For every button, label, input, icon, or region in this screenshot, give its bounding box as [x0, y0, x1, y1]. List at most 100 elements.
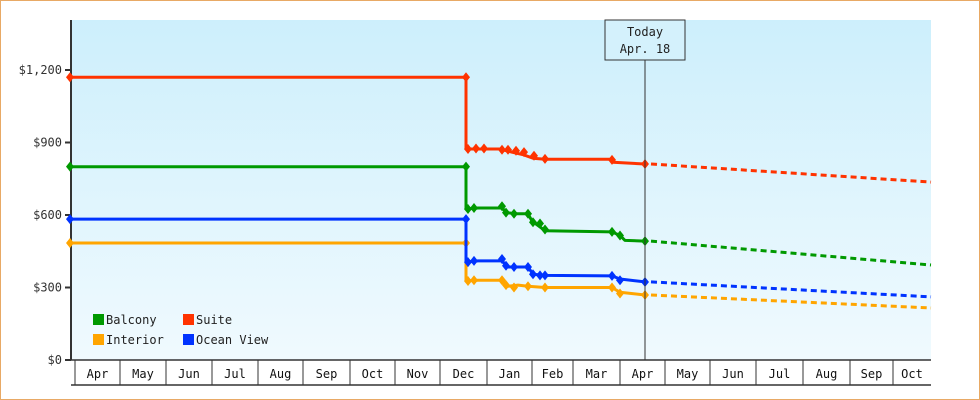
- legend-swatch: [93, 334, 104, 345]
- data-point-marker[interactable]: [498, 201, 506, 212]
- data-point-marker[interactable]: [480, 143, 488, 154]
- x-tick-label: Jun: [178, 367, 200, 381]
- series-suite: [66, 72, 932, 184]
- data-point-marker[interactable]: [472, 143, 480, 154]
- x-tick-label: Aug: [816, 367, 838, 381]
- data-point-marker[interactable]: [464, 203, 472, 214]
- forecast-line: [650, 293, 932, 310]
- data-point-marker[interactable]: [510, 282, 518, 293]
- x-tick-label: Sep: [316, 367, 338, 381]
- x-tick-label: Aug: [270, 367, 292, 381]
- data-point-marker[interactable]: [541, 224, 549, 235]
- data-point-marker[interactable]: [470, 255, 478, 266]
- data-point-marker[interactable]: [541, 282, 549, 293]
- x-tick-label: Mar: [586, 367, 608, 381]
- data-point-marker[interactable]: [510, 261, 518, 272]
- today-label-box: [604, 19, 686, 61]
- data-point-marker[interactable]: [512, 145, 520, 156]
- legend-swatch: [183, 334, 194, 345]
- data-point-marker[interactable]: [498, 253, 506, 264]
- data-point-marker[interactable]: [470, 202, 478, 213]
- data-point-marker[interactable]: [541, 270, 549, 281]
- forecast-line: [650, 239, 932, 267]
- legend-item-suite[interactable]: Suite: [183, 313, 232, 327]
- x-tick-label: Apr: [632, 367, 654, 381]
- x-tick-label: Jul: [769, 367, 791, 381]
- data-point-marker[interactable]: [520, 147, 528, 158]
- y-tick-label: $600: [33, 208, 62, 222]
- data-point-marker[interactable]: [530, 150, 538, 161]
- data-point-marker[interactable]: [608, 282, 616, 293]
- x-tick-label: Jan: [499, 367, 521, 381]
- y-tick-label: $900: [33, 136, 62, 150]
- data-point-marker[interactable]: [66, 238, 74, 249]
- data-point-marker[interactable]: [524, 208, 532, 219]
- plot-area: [71, 20, 931, 360]
- data-point-marker[interactable]: [502, 280, 510, 291]
- series-balcony: [66, 161, 932, 267]
- data-point-marker[interactable]: [524, 281, 532, 292]
- data-point-marker[interactable]: [464, 257, 472, 268]
- data-point-marker[interactable]: [608, 270, 616, 281]
- legend-item-ocean-view[interactable]: Ocean View: [183, 333, 269, 347]
- legend-swatch: [93, 314, 104, 325]
- x-tick-label: Feb: [542, 367, 564, 381]
- x-tick-label: May: [677, 367, 699, 381]
- data-point-marker[interactable]: [541, 153, 549, 164]
- x-tick-label: Jun: [722, 367, 744, 381]
- data-point-marker[interactable]: [529, 269, 537, 280]
- y-tick-label: $0: [48, 353, 62, 367]
- data-point-marker[interactable]: [470, 275, 478, 286]
- x-tick-label: May: [132, 367, 154, 381]
- data-point-marker[interactable]: [66, 214, 74, 225]
- x-tick-label: Apr: [87, 367, 109, 381]
- y-axis: $0 $300 $600 $900 $1,200: [19, 20, 72, 367]
- data-point-marker[interactable]: [616, 230, 624, 241]
- data-point-marker[interactable]: [608, 154, 616, 165]
- data-point-marker[interactable]: [504, 144, 512, 155]
- legend: Balcony Suite Interior Ocean View: [93, 313, 269, 347]
- data-point-marker[interactable]: [464, 275, 472, 286]
- legend-label: Suite: [196, 313, 232, 327]
- series-lines: [66, 72, 932, 310]
- legend-item-balcony[interactable]: Balcony: [93, 313, 157, 327]
- data-point-marker[interactable]: [502, 207, 510, 218]
- x-tick-label: Oct: [901, 367, 923, 381]
- x-tick-label: Oct: [362, 367, 384, 381]
- data-point-marker[interactable]: [616, 275, 624, 286]
- y-tick-label: $300: [33, 281, 62, 295]
- data-point-marker[interactable]: [502, 260, 510, 271]
- data-point-marker[interactable]: [66, 72, 74, 83]
- data-point-marker[interactable]: [462, 161, 470, 172]
- x-tick-label: Nov: [407, 367, 429, 381]
- forecast-line: [650, 280, 932, 299]
- series-ocean-view: [66, 214, 932, 299]
- legend-label: Balcony: [106, 313, 157, 327]
- data-point-marker[interactable]: [464, 144, 472, 155]
- data-point-marker[interactable]: [462, 214, 470, 225]
- x-tick-label: Dec: [453, 367, 475, 381]
- x-tick-label: Sep: [861, 367, 883, 381]
- forecast-line: [650, 162, 932, 184]
- legend-swatch: [183, 314, 194, 325]
- data-point-marker[interactable]: [462, 72, 470, 83]
- today-label: Today: [627, 25, 663, 39]
- data-point-marker[interactable]: [524, 261, 532, 272]
- today-marker: Today Apr. 18: [604, 19, 686, 360]
- legend-item-interior[interactable]: Interior: [93, 333, 164, 347]
- data-point-marker[interactable]: [66, 161, 74, 172]
- legend-label: Ocean View: [196, 333, 269, 347]
- data-point-marker[interactable]: [510, 208, 518, 219]
- x-axis: Apr May Jun Jul Aug Sep Oct Nov Dec Jan Feb Mar Apr M…: [71, 359, 931, 386]
- data-point-marker[interactable]: [616, 288, 624, 299]
- today-date: Apr. 18: [620, 42, 671, 56]
- data-point-marker[interactable]: [536, 218, 544, 229]
- series-interior: [66, 238, 932, 310]
- data-point-marker[interactable]: [536, 270, 544, 281]
- data-point-marker[interactable]: [498, 144, 506, 155]
- data-point-marker[interactable]: [608, 226, 616, 237]
- legend-label: Interior: [106, 333, 164, 347]
- y-tick-label: $1,200: [19, 63, 62, 77]
- data-point-marker[interactable]: [529, 217, 537, 228]
